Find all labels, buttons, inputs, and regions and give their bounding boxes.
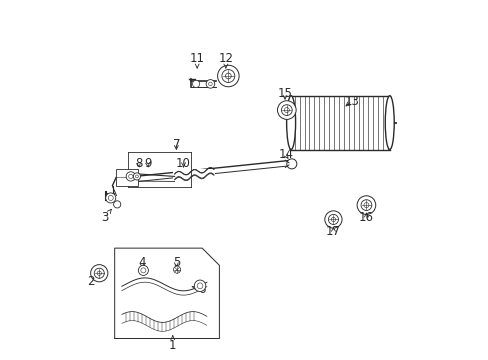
Text: 10: 10 xyxy=(176,157,191,170)
Text: 11: 11 xyxy=(189,51,204,68)
Text: 13: 13 xyxy=(344,95,359,108)
Text: 7: 7 xyxy=(172,138,180,150)
Circle shape xyxy=(105,193,116,203)
Circle shape xyxy=(133,173,140,180)
Circle shape xyxy=(141,268,145,273)
Circle shape xyxy=(97,271,101,275)
Circle shape xyxy=(222,69,234,82)
Circle shape xyxy=(217,65,239,87)
Circle shape xyxy=(284,108,289,113)
Text: 17: 17 xyxy=(325,225,340,238)
Text: 12: 12 xyxy=(218,51,233,68)
Circle shape xyxy=(281,105,292,116)
Text: 3: 3 xyxy=(101,209,111,224)
Circle shape xyxy=(328,215,338,225)
Circle shape xyxy=(126,172,135,181)
Circle shape xyxy=(356,196,375,215)
Circle shape xyxy=(113,201,121,208)
Circle shape xyxy=(194,280,205,292)
Circle shape xyxy=(363,203,368,208)
Circle shape xyxy=(135,175,138,178)
Circle shape xyxy=(360,200,371,211)
Circle shape xyxy=(108,195,113,201)
Ellipse shape xyxy=(385,96,393,149)
Circle shape xyxy=(138,265,148,275)
Circle shape xyxy=(192,80,199,87)
Ellipse shape xyxy=(286,96,295,149)
Text: 14: 14 xyxy=(278,148,293,161)
Circle shape xyxy=(90,265,108,282)
Circle shape xyxy=(197,283,203,289)
Text: 1: 1 xyxy=(169,336,176,352)
Circle shape xyxy=(277,101,296,120)
Circle shape xyxy=(173,266,180,273)
Circle shape xyxy=(206,80,214,88)
Circle shape xyxy=(225,73,231,79)
Text: 5: 5 xyxy=(172,256,180,269)
Bar xyxy=(116,168,137,186)
Circle shape xyxy=(208,82,212,86)
Text: 6: 6 xyxy=(192,283,205,296)
Text: 15: 15 xyxy=(277,87,292,100)
Text: 16: 16 xyxy=(358,211,373,224)
Circle shape xyxy=(94,268,104,278)
Circle shape xyxy=(128,174,133,179)
Circle shape xyxy=(286,159,296,169)
Bar xyxy=(173,169,215,184)
Bar xyxy=(290,96,389,149)
Text: 2: 2 xyxy=(87,270,99,288)
Circle shape xyxy=(324,211,341,228)
Text: 8: 8 xyxy=(135,157,142,170)
Text: 4: 4 xyxy=(138,256,146,269)
Text: 9: 9 xyxy=(143,157,151,170)
Circle shape xyxy=(330,217,335,222)
